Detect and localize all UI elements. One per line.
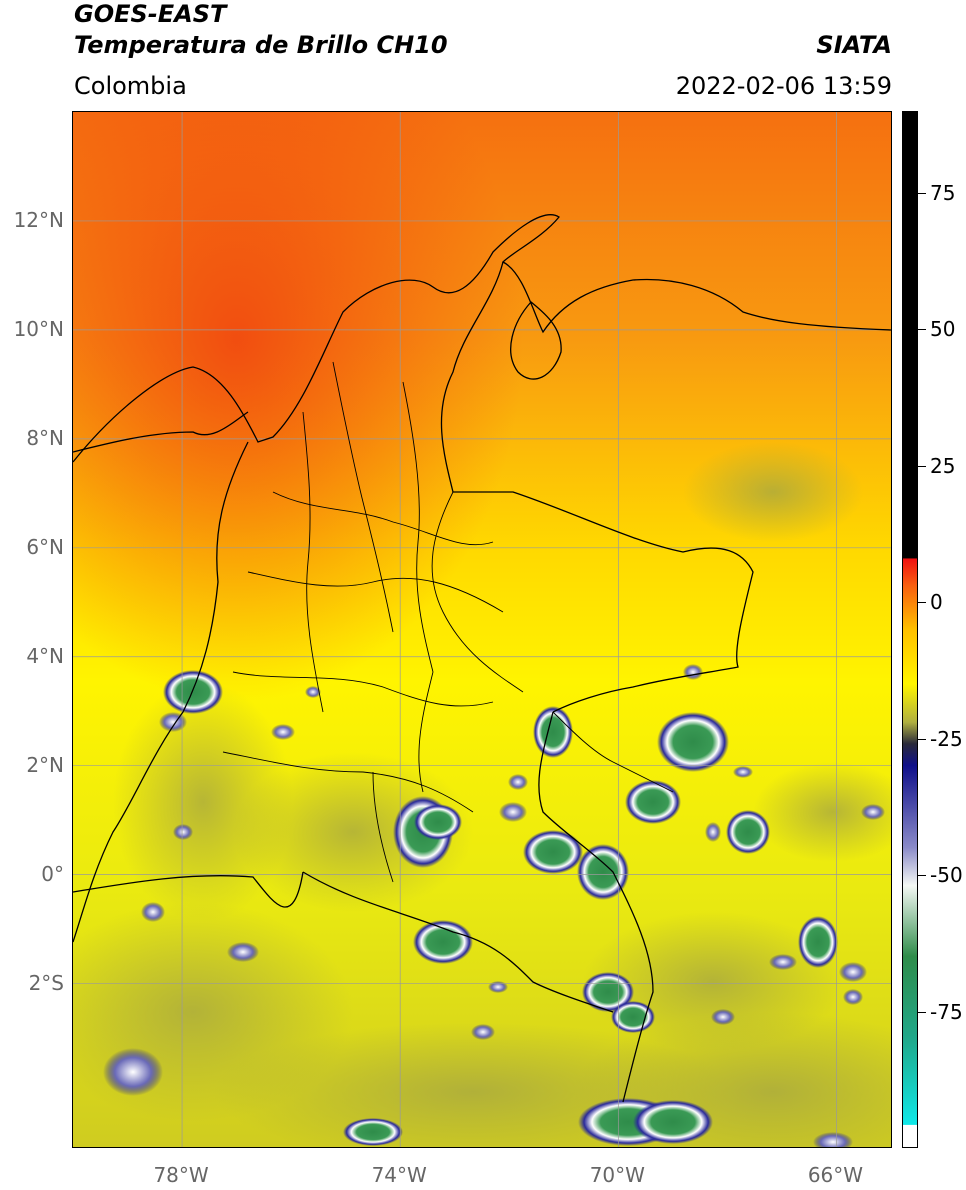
- cloud-cell-small: [488, 981, 508, 993]
- cloud-cell: [625, 780, 681, 824]
- lon-label: 70°W: [589, 1163, 645, 1187]
- panama-coast: [73, 411, 249, 453]
- cloud-cell-small: [471, 1024, 495, 1040]
- satellite-map[interactable]: [72, 111, 892, 1148]
- coastline-caribbean: [73, 214, 891, 463]
- cloud-cell: [582, 972, 634, 1012]
- product-title: Temperatura de Brillo CH10: [74, 31, 448, 59]
- cloud-cell: [633, 1100, 713, 1144]
- cloud-cell-small: [861, 804, 885, 820]
- cloud-cell-small: [499, 802, 527, 822]
- colorbar-tick: [918, 602, 926, 604]
- cloud-cell: [726, 810, 770, 854]
- colorbar-label: 50: [930, 317, 956, 342]
- convective-clouds: [103, 664, 885, 1147]
- lat-label: 4°N: [26, 643, 64, 668]
- colorbar-label: 25: [930, 453, 956, 478]
- colombia-brazil-border: [538, 711, 654, 1103]
- cloud-cell-small: [769, 954, 797, 970]
- cloud-cell-small: [508, 774, 528, 790]
- colorbar-tick: [918, 329, 926, 331]
- country-borders: [73, 214, 891, 1103]
- cloud-cell-small: [705, 822, 721, 842]
- colorbar-tick: [918, 1011, 926, 1013]
- colorbar-label: 0: [930, 590, 943, 615]
- lat-label: 10°N: [13, 316, 64, 341]
- cloud-cell-small: [141, 902, 165, 922]
- gridlines: [73, 112, 891, 1147]
- cloud-cell: [163, 670, 223, 714]
- haze-patch: [233, 752, 473, 912]
- cloud-cell: [611, 1001, 655, 1033]
- cloud-cell-small: [227, 942, 259, 962]
- cloud-cell-small: [711, 1009, 735, 1025]
- lat-label: 2°S: [28, 970, 64, 995]
- colombia-venezuela-border: [440, 261, 754, 713]
- lat-label: 0°: [41, 861, 64, 886]
- lat-label: 8°N: [26, 425, 64, 450]
- department-borders: [222, 361, 674, 883]
- lon-label: 78°W: [153, 1163, 209, 1187]
- lake-maracaibo: [510, 301, 562, 380]
- cloud-cell: [343, 1118, 403, 1146]
- lat-label: 12°N: [13, 207, 64, 232]
- cloud-cell: [413, 920, 473, 964]
- cloud-cell-small: [173, 824, 193, 840]
- colorbar-label: -25: [930, 726, 963, 751]
- colorbar-label: -75: [930, 999, 963, 1024]
- cloud-cell-small: [839, 962, 867, 982]
- lon-label: 66°W: [807, 1163, 864, 1187]
- cloud-cell-small: [103, 1048, 163, 1096]
- pacific-coast: [73, 441, 249, 943]
- cloud-cell: [533, 706, 573, 758]
- colorbar-label: -50: [930, 863, 963, 888]
- colorbar-tick: [918, 875, 926, 877]
- colorbar-tick: [918, 738, 926, 740]
- cloud-cell-small: [159, 712, 187, 732]
- cloud-cell-small: [813, 1132, 853, 1147]
- colorbar-label: 75: [930, 180, 956, 205]
- region-label: Colombia: [74, 72, 187, 100]
- colorbar-tick: [918, 192, 926, 194]
- colorbar: [902, 111, 918, 1148]
- cloud-cell: [798, 916, 838, 968]
- cloud-cell: [414, 804, 462, 840]
- timestamp-label: 2022-02-06 13:59: [675, 72, 892, 100]
- colombia-peru-border: [302, 871, 614, 1013]
- cloud-cell: [523, 830, 583, 874]
- cloud-cell-small: [843, 989, 863, 1005]
- cloud-cell-small: [683, 664, 703, 680]
- lon-label: 74°W: [371, 1163, 427, 1187]
- ecuador-border: [73, 871, 304, 908]
- organization-label: SIATA: [816, 31, 892, 59]
- cloud-cell-small: [305, 686, 321, 698]
- haze-patch: [753, 762, 891, 862]
- colorbar-tick: [918, 465, 926, 467]
- cloud-cell: [577, 844, 629, 900]
- cloud-cell: [657, 712, 729, 772]
- lat-label: 2°N: [26, 752, 64, 777]
- haze-patch: [683, 442, 863, 542]
- cloud-cell-small: [271, 724, 295, 740]
- lat-label: 6°N: [26, 534, 64, 559]
- satellite-title: GOES-EAST: [74, 0, 227, 28]
- cloud-cell-small: [733, 766, 753, 778]
